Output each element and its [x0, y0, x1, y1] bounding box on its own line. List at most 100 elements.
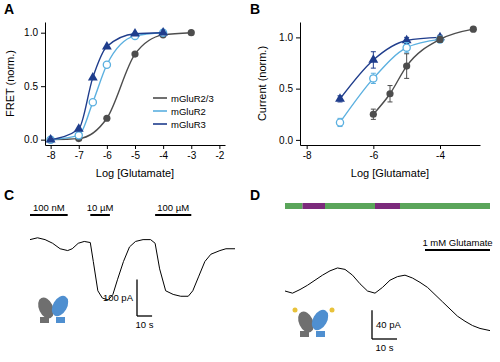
fit-line: [51, 33, 164, 140]
series: [335, 32, 445, 102]
data-point: [336, 119, 343, 126]
data-point: [436, 36, 443, 43]
x-axis-title: Log [Glutamate]: [351, 167, 429, 179]
x-tick-mark: [191, 145, 192, 149]
legend: mGluR2/3 mGluR2 mGluR3: [153, 93, 214, 130]
x-tick: -5: [131, 145, 140, 161]
x-axis-line: [301, 145, 481, 146]
x-tick: -2: [215, 145, 224, 161]
series: [47, 29, 167, 143]
legend-label: mGluR2/3: [171, 93, 214, 104]
icon-part: [300, 331, 309, 337]
y-axis-line: [45, 23, 46, 146]
data-point: [368, 54, 378, 63]
panel-label: D: [250, 187, 260, 203]
fit-line: [373, 29, 473, 114]
x-tick-mark: [440, 145, 441, 149]
x-tick-mark: [307, 145, 308, 149]
icon-part: [308, 307, 331, 333]
x-tick: -8: [47, 145, 56, 161]
light-segment: [400, 203, 490, 209]
x-tick-label: -6: [103, 150, 112, 161]
scale-bar-vertical: [371, 310, 372, 339]
x-tick-mark: [51, 145, 52, 149]
y-axis: 0.0 0.5 1.0: [279, 23, 300, 146]
series: [336, 36, 443, 127]
scale-bar-label: 10 s: [136, 319, 154, 330]
stimulus-label: 1 mM Glutamate: [422, 237, 492, 248]
y-tick-mark: [41, 33, 45, 34]
series: [46, 27, 168, 142]
y-axis: 0.00.51.0: [24, 23, 45, 146]
x-tick-label: -7: [75, 150, 84, 161]
x-tick-mark: [373, 145, 374, 149]
stimulus-bar: [425, 249, 490, 251]
stimulus-label: 10 µM: [87, 202, 114, 213]
y-tick-mark: [41, 140, 45, 141]
icon-part: [293, 308, 298, 313]
y-axis-title: FRET (norm.): [4, 50, 16, 117]
plot-area: [335, 26, 477, 127]
data-point: [103, 115, 110, 122]
scale-bar-label: 40 pA: [376, 319, 401, 330]
data-point: [436, 36, 443, 43]
y-tick: 0.5: [279, 83, 300, 94]
light-bar: [285, 203, 490, 209]
x-tick: -3: [187, 145, 196, 161]
x-tick: -6: [103, 145, 112, 161]
legend-swatch: [153, 123, 167, 125]
light-segment: [303, 203, 326, 209]
y-tick: 1.0: [279, 32, 300, 43]
y-tick: 0.0: [279, 135, 300, 146]
scale-bar-horizontal: [372, 338, 397, 339]
icon-part: [40, 317, 49, 323]
y-tick-label: 1.0: [24, 27, 38, 38]
data-point: [386, 90, 393, 97]
panel-1: -8-6-40.00.51.0Log [Glutamate]Current (n…: [256, 23, 481, 180]
panel-0: -8 -7 -6 -5 -4 -3 -2 0.00.51.0 Log [Glutamate] FR…: [4, 23, 226, 180]
y-tick-label: 1.0: [279, 32, 293, 43]
data-point: [470, 26, 477, 33]
x-tick: -8: [303, 145, 312, 161]
x-tick: -4: [159, 145, 168, 161]
y-axis-line: [300, 23, 301, 146]
y-tick-label: 0.0: [279, 135, 293, 146]
scale-bar-horizontal: [137, 315, 152, 316]
plot-area: [285, 268, 490, 331]
panel-label: C: [4, 187, 14, 203]
x-tick-mark: [79, 145, 80, 149]
stimulus: 100 nM: [30, 202, 68, 215]
panel-label: B: [250, 1, 260, 17]
legend-item: mGluR2: [153, 106, 206, 117]
data-point: [403, 62, 410, 69]
x-tick-label: -6: [369, 150, 378, 161]
x-tick: -6: [369, 145, 378, 161]
y-tick-label: 0.5: [279, 83, 293, 94]
data-point: [403, 44, 410, 51]
x-tick-mark: [163, 145, 164, 149]
light-segment: [325, 203, 375, 209]
data-point: [130, 28, 140, 37]
x-axis: -8 -6 -4: [301, 145, 481, 161]
x-tick: -4: [436, 145, 445, 161]
x-tick-label: -8: [303, 150, 312, 161]
x-axis-title: Log [Glutamate]: [96, 167, 174, 179]
x-tick: -7: [75, 145, 84, 161]
fit-line: [340, 39, 440, 122]
data-point: [74, 123, 84, 132]
legend-label: mGluR3: [171, 119, 206, 130]
stimulus: 10 µM: [87, 202, 114, 215]
scale-bar-label: 100 pA: [103, 292, 134, 303]
legend-item: mGluR3: [153, 119, 206, 130]
stimulus-bar: [30, 214, 68, 216]
icon-part: [48, 293, 71, 319]
receptor-icon: [293, 307, 335, 337]
icon-part: [330, 308, 335, 313]
x-tick-label: -3: [187, 150, 196, 161]
data-point: [75, 132, 82, 139]
x-tick-label: -8: [47, 150, 56, 161]
data-point: [370, 111, 377, 118]
data-point: [370, 75, 377, 82]
current-trace: [285, 268, 490, 331]
stimulus-label: 100 µM: [157, 202, 189, 213]
